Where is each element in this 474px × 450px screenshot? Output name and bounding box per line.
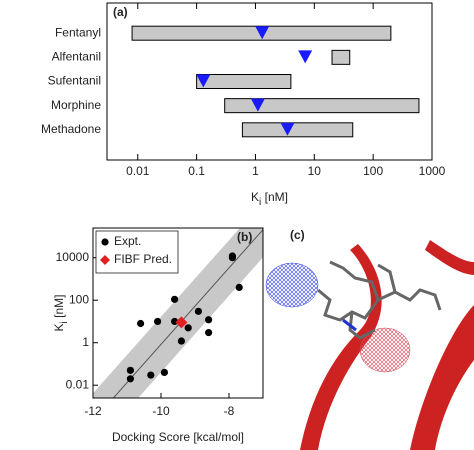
plot-frame [106, 2, 433, 161]
plot-frame [92, 227, 264, 399]
axis-label: Docking Score [kcal/mol] [112, 430, 244, 444]
x-tick-label: 0.1 [188, 164, 205, 178]
scatter-point [184, 324, 192, 332]
plot-area [93, 228, 263, 398]
range-bar [331, 49, 351, 65]
x-tick-label: 100 [363, 164, 383, 178]
panel-label: (a) [113, 5, 128, 19]
panel-label: (c) [290, 228, 305, 242]
axis-label-part: K [251, 190, 259, 204]
scatter-point [160, 368, 168, 377]
y-tick-label: 100 [69, 292, 89, 306]
category-label: Fentanyl [55, 25, 101, 39]
category-label: Sufentanil [48, 74, 101, 88]
range-bar [241, 122, 354, 138]
x-tick-label: -12 [84, 404, 102, 418]
x-tick-label: 0.01 [126, 164, 150, 178]
category-label: Morphine [51, 98, 101, 112]
range-bar [196, 74, 292, 89]
triangle-marker [196, 74, 211, 88]
axis-label: Ki [nM] [52, 295, 69, 332]
axis-label-part: K [52, 323, 66, 331]
x-tick-label: -10 [152, 404, 170, 418]
scatter-point [205, 316, 213, 324]
triangle-marker [298, 50, 313, 64]
triangle-marker [280, 122, 295, 136]
scatter-point [126, 366, 134, 374]
triangle-marker [255, 26, 270, 40]
scatter-point [126, 375, 134, 383]
scatter-point [154, 317, 162, 326]
x-tick-label: 10 [308, 164, 322, 178]
legend-box [95, 230, 179, 274]
scatter-point [177, 337, 185, 345]
axis-label-part: [nM] [261, 190, 288, 204]
scatter-point [235, 283, 243, 292]
axis-label: Ki [nM] [251, 190, 288, 207]
scatter-point [194, 307, 202, 315]
range-bar [224, 98, 420, 114]
axis-label-part: i [259, 197, 261, 208]
scatter-point [171, 295, 179, 303]
scatter-point [147, 371, 155, 379]
x-tick-label: -8 [224, 404, 235, 418]
legend-marker [101, 238, 109, 246]
axis-label-part: [nM] [52, 295, 66, 322]
triangle-marker [250, 98, 265, 112]
scatter-point [228, 254, 236, 262]
structure-image: (c) [265, 222, 474, 450]
axis-label-part: i [59, 321, 70, 323]
legend-label: Expt. [114, 234, 141, 248]
x-tick-label: 1 [252, 164, 259, 178]
x-tick-label: 1000 [419, 164, 446, 178]
legend-label: FIBF Pred. [114, 252, 172, 266]
y-tick-label: 1 [82, 335, 89, 349]
scatter-point [205, 328, 213, 337]
confidence-band [93, 228, 263, 398]
y-tick-label: 0.01 [66, 377, 90, 391]
panel-label: (b) [237, 230, 252, 244]
category-label: Methadone [41, 122, 101, 136]
legend-marker [100, 255, 110, 265]
diamond-point [175, 316, 188, 329]
fit-line [112, 229, 263, 398]
y-tick-label: 10000 [56, 250, 90, 264]
category-label: Alfentanil [52, 50, 101, 64]
scatter-point [137, 319, 145, 328]
